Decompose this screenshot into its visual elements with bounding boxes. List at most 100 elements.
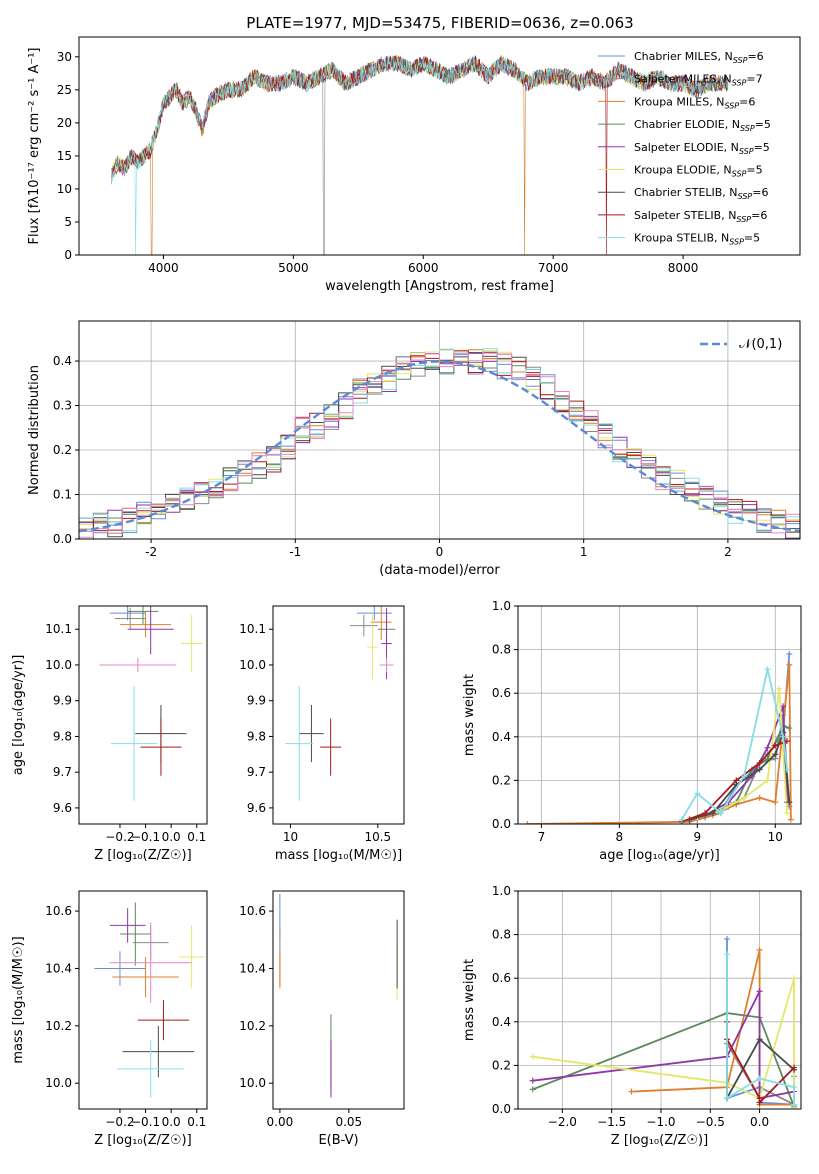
x-tick-label: 10 (768, 830, 783, 844)
legend-label: Salpeter ELODIE, N (634, 141, 739, 154)
y-axis-label: Normed distribution (27, 365, 42, 495)
series-marker (791, 975, 798, 982)
y-tick-label: 10.6 (45, 904, 72, 918)
x-axis-label: mass [log₁₀(M/M☉)] (275, 848, 402, 863)
error-bar-point (94, 951, 146, 986)
error-bar-point (127, 606, 174, 655)
gaussian-curve (78, 360, 801, 533)
y-tick-label: 9.8 (53, 729, 72, 743)
series-marker (724, 1095, 731, 1102)
y-tick-label: 10.6 (239, 904, 266, 918)
y-tick-label: 0.2 (492, 773, 511, 787)
spectrum-line-6 (111, 56, 729, 175)
series-marker (783, 766, 790, 773)
x-axis-label: Z [log₁₀(Z/Z☉)] (94, 848, 191, 863)
mass-vs-EBV-axes: 0.00 0.05 10.0 10.2 10.4 10.6 E(B-V) (239, 890, 405, 1148)
y-tick-label: 0.0 (53, 532, 72, 546)
series-marker (786, 799, 793, 806)
x-tick-label: 10.5 (364, 830, 391, 844)
legend-entry: Chabrier MILES, NSSP=6 (634, 50, 764, 65)
legend-count: =5 (755, 118, 771, 131)
x-tick-label: 0.1 (187, 830, 206, 844)
y-tick-label: 0.0 (492, 1102, 511, 1116)
y-axis-label: age [log₁₀(age/yr)] (11, 655, 26, 776)
series-marker (786, 650, 793, 657)
legend-count: =7 (746, 73, 762, 86)
y-tick-label: 1.0 (492, 599, 511, 613)
legend-subscript: SSP (739, 147, 754, 156)
x-tick-label: −0.1 (131, 830, 160, 844)
spectrum-axes: 4000 5000 6000 7000 8000 0 5 10 15 20 25 30 waveleng… (27, 36, 801, 294)
y-tick-label: 9.6 (247, 801, 266, 815)
y-axis-label: mass weight (462, 674, 477, 756)
series-marker (529, 1086, 536, 1093)
error-bar-point (99, 657, 177, 673)
y-tick-label: 1.0 (492, 884, 511, 898)
y-tick-label: 0.4 (492, 1015, 511, 1029)
legend-subscript: SSP (736, 215, 751, 224)
series-marker (764, 777, 771, 784)
x-axis-label: wavelength [Angstrom, rest frame] (325, 279, 554, 294)
x-tick-label: 5000 (278, 261, 309, 275)
axes-frame (78, 890, 208, 1110)
y-tick-label: 10.4 (239, 961, 266, 975)
series-marker (791, 1101, 798, 1108)
x-tick-label: 0 (436, 545, 444, 559)
y-tick-label: 0.6 (492, 686, 511, 700)
error-bar-point (109, 922, 192, 1003)
error-bar-point (109, 908, 146, 943)
series-marker (756, 1036, 763, 1043)
series-marker (786, 725, 793, 732)
x-axis-label: Z [log₁₀(Z/Z☉)] (94, 1133, 191, 1148)
x-tick-label: -2 (145, 545, 157, 559)
x-tick-label: 0.05 (335, 1115, 362, 1129)
axes-frame (78, 605, 208, 825)
error-bar-point (117, 1040, 184, 1098)
legend-subscript: SSP (738, 192, 753, 201)
y-tick-label: 10.4 (45, 961, 72, 975)
error-bar-point (356, 606, 392, 621)
y-tick-label: 10 (57, 182, 72, 196)
series-line-3 (689, 724, 790, 821)
y-tick-label: 30 (57, 50, 72, 64)
y-tick-label: 9.9 (247, 694, 266, 708)
axes-frame (517, 890, 802, 1110)
x-axis-label: age [log₁₀(age/yr)] (599, 848, 720, 863)
error-bar-point (367, 614, 378, 680)
error-bar-point (178, 925, 205, 989)
x-tick-label: 7 (538, 830, 546, 844)
y-tick-label: 25 (57, 83, 72, 97)
x-tick-label: −1.5 (597, 1115, 626, 1129)
x-axis-label: E(B-V) (318, 1133, 358, 1148)
legend-label: Salpeter STELIB, N (634, 209, 736, 222)
series-marker (756, 1075, 763, 1082)
legend-count: =5 (744, 232, 760, 245)
y-tick-label: 10.0 (45, 658, 72, 672)
x-tick-label: 1 (580, 545, 588, 559)
x-tick-label: 7000 (538, 261, 569, 275)
series-marker (783, 810, 790, 817)
series-marker (786, 661, 793, 668)
x-tick-label: 4000 (148, 261, 179, 275)
error-bar-point (299, 704, 324, 763)
series-line-7 (681, 740, 788, 823)
x-tick-label: 6000 (408, 261, 439, 275)
legend-subscript: SSP (733, 56, 748, 65)
y-tick-label: 10.1 (239, 622, 266, 636)
legend-entry: Salpeter MILES, NSSP=7 (634, 73, 763, 88)
y-tick-label: 0.8 (492, 643, 511, 657)
legend: Chabrier MILES, NSSP=6 Salpeter MILES, NS… (598, 50, 771, 247)
y-tick-label: 0.1 (53, 488, 72, 502)
x-tick-label: −2.0 (548, 1115, 577, 1129)
series-marker (529, 1077, 536, 1084)
legend-entry: Salpeter STELIB, NSSP=6 (634, 209, 767, 224)
error-bar-point (370, 606, 392, 640)
error-bar-point (140, 718, 182, 776)
series-marker (772, 799, 779, 806)
x-tick-label: 0.00 (267, 1115, 294, 1129)
legend-subscript: SSP (724, 101, 739, 110)
series-marker (756, 988, 763, 995)
y-axis-label: mass weight (462, 959, 477, 1041)
